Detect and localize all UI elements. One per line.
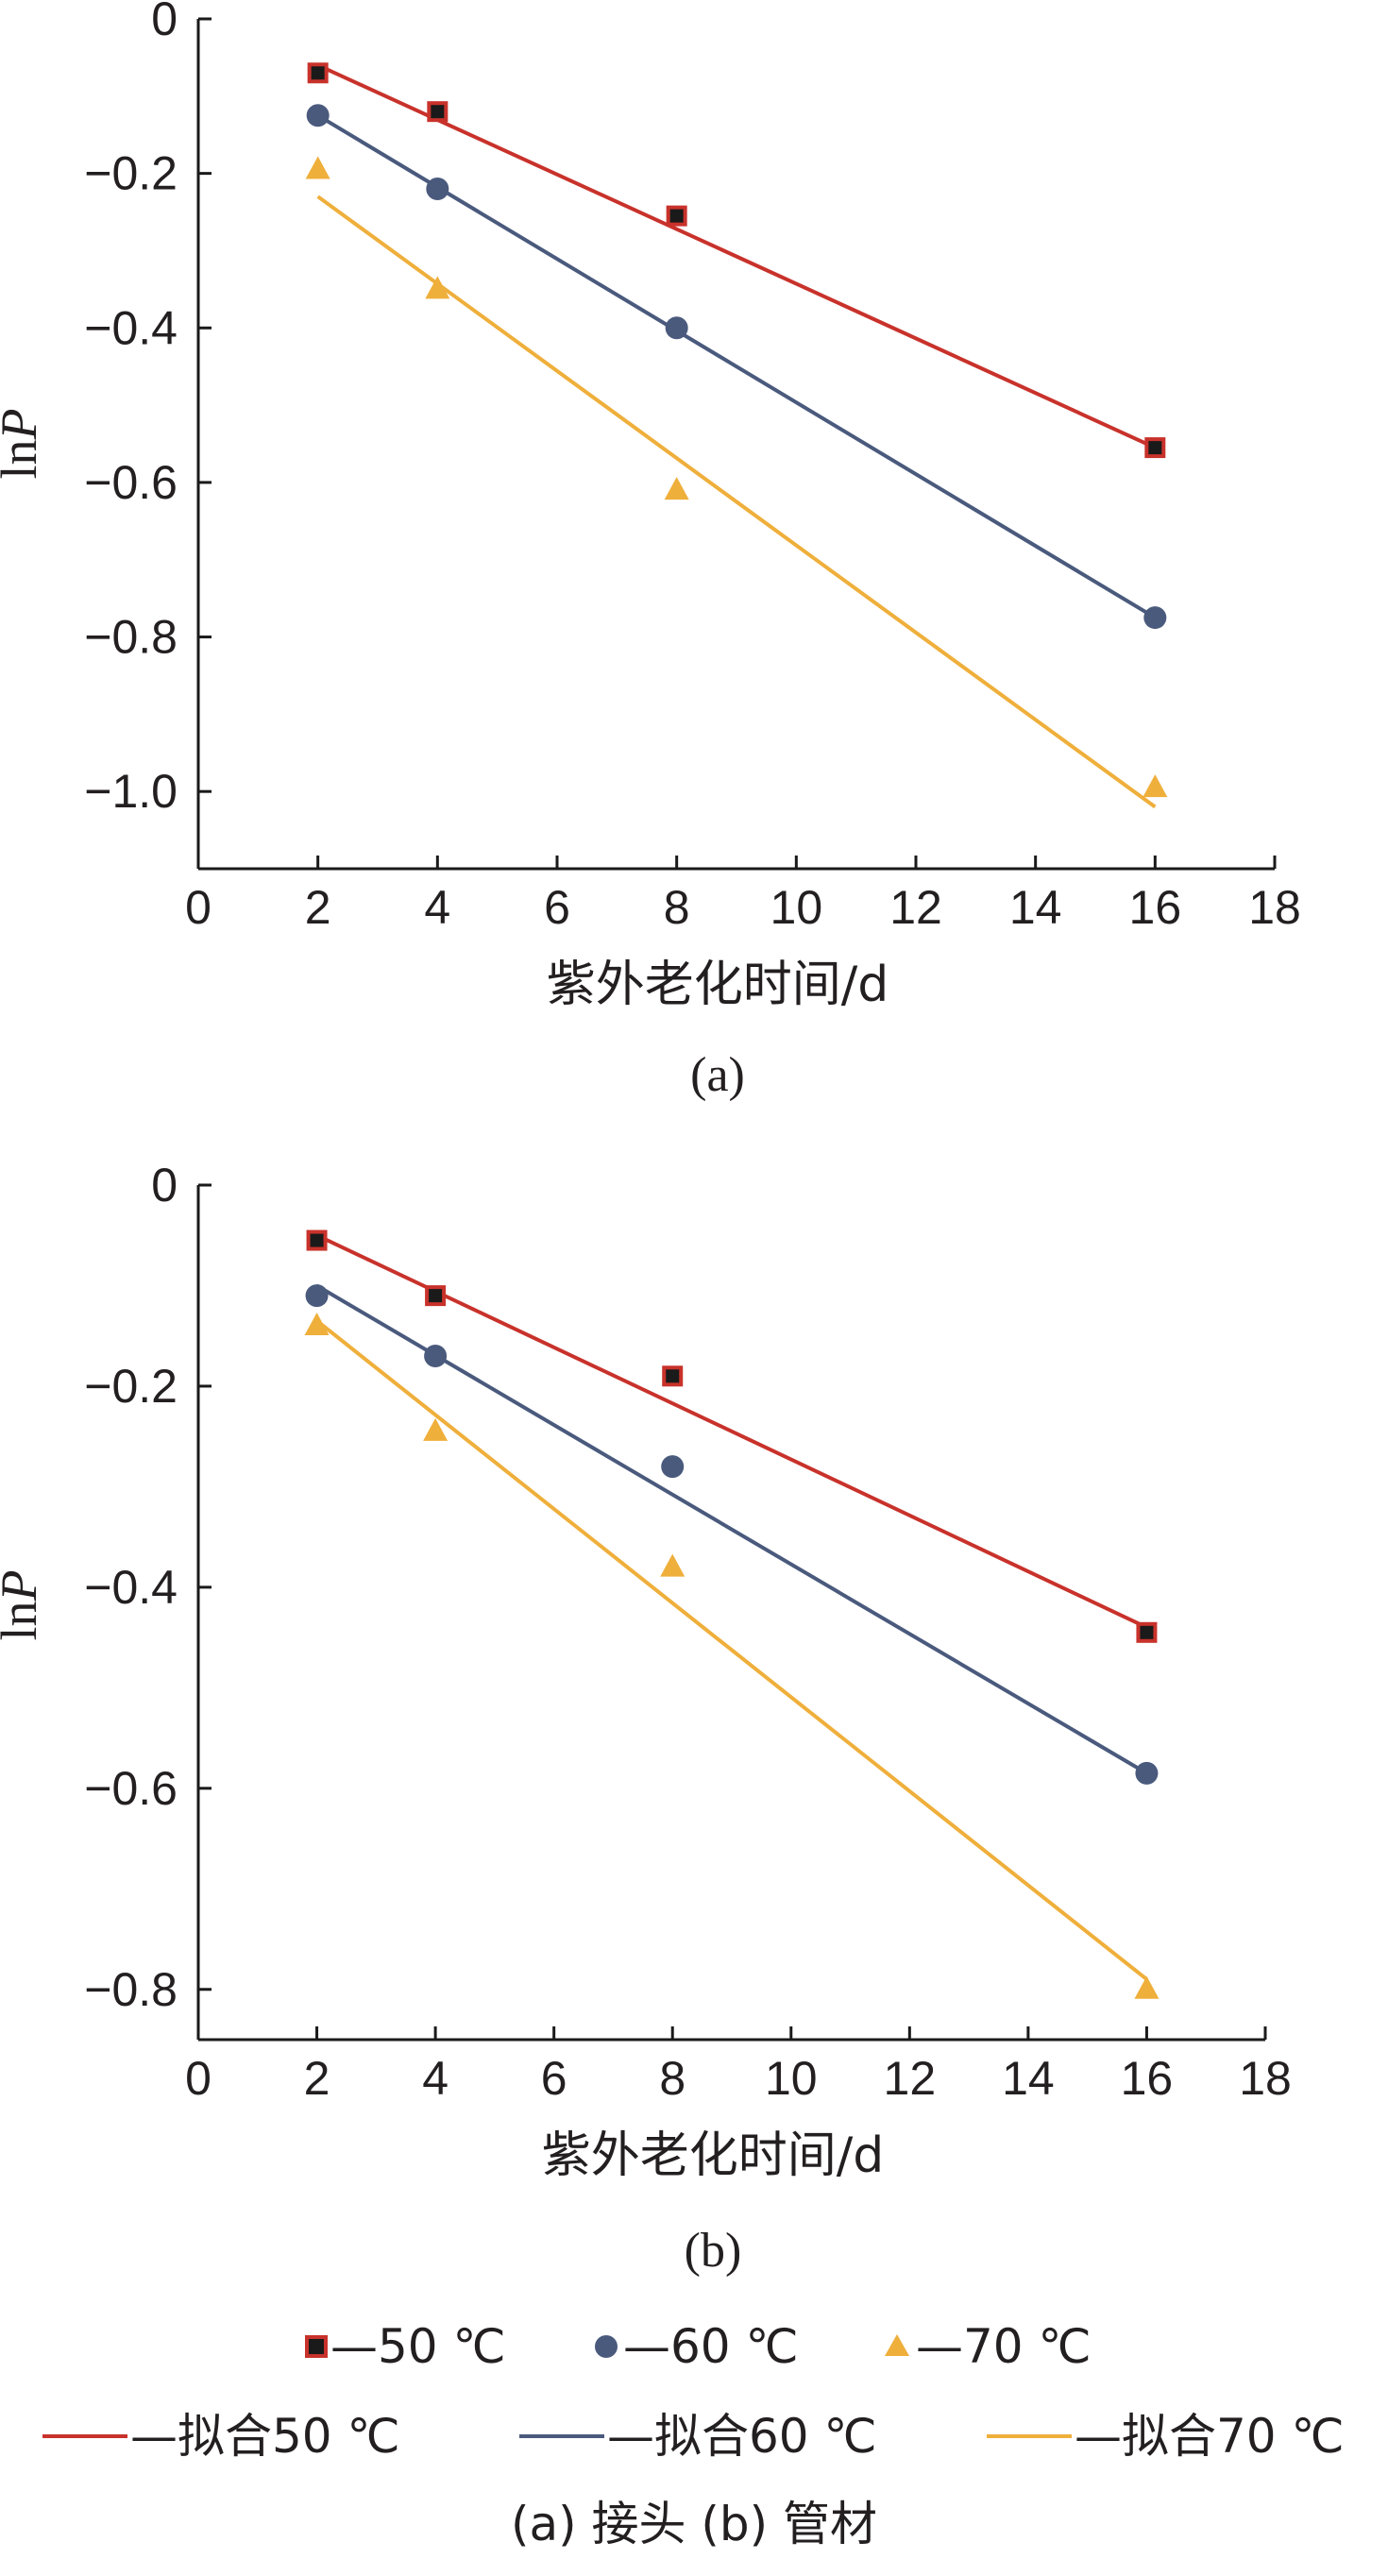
legend-triangle-marker-icon: [885, 2334, 909, 2356]
x-tick-label: 14: [1002, 2052, 1055, 2105]
data-point-square: [427, 101, 449, 123]
x-tick-label: 6: [541, 2052, 567, 2105]
data-point-triangle: [664, 477, 689, 500]
x-tick-label: 8: [659, 2052, 686, 2105]
x-tick-label: 16: [1121, 2052, 1174, 2105]
panel-label: (b): [685, 2224, 742, 2278]
data-point-triangle: [1134, 1975, 1159, 1999]
legend-label-fit-60: —拟合60 ℃: [607, 2409, 877, 2464]
x-tick-label: 12: [884, 2052, 937, 2105]
legend-label-fit-50: —拟合50 ℃: [130, 2409, 400, 2464]
data-point-circle: [1143, 606, 1167, 630]
fit-line: [315, 1319, 1148, 1981]
legend-circle-marker-icon: [595, 2335, 618, 2358]
y-tick-label: −0.8: [84, 611, 178, 664]
x-tick-label: 0: [185, 881, 212, 934]
y-tick-label: −0.2: [84, 1360, 178, 1413]
y-tick-label: −0.8: [84, 1963, 178, 2016]
data-point-triangle: [305, 156, 330, 179]
x-tick-label: 18: [1239, 2052, 1292, 2105]
x-tick-label: 14: [1009, 881, 1062, 934]
x-tick-label: 16: [1129, 881, 1182, 934]
fit-line: [315, 1283, 1148, 1775]
data-point-square: [666, 205, 687, 227]
data-point-triangle: [425, 276, 450, 299]
x-tick-label: 10: [765, 2052, 818, 2105]
data-point-circle: [305, 1284, 329, 1308]
x-tick-label: 18: [1248, 881, 1301, 934]
data-point-square: [306, 1229, 328, 1251]
x-axis-label: 紫外老化时间/d: [547, 957, 889, 1013]
x-tick-label: 12: [889, 881, 942, 934]
data-point-circle: [665, 316, 688, 340]
legend-item-70[interactable]: —70 ℃: [885, 2319, 1092, 2374]
x-tick-label: 4: [424, 881, 450, 934]
data-point-square: [1144, 437, 1166, 459]
data-point-circle: [1135, 1761, 1159, 1785]
y-axis-label: lnP: [0, 1569, 47, 1640]
legend: —50 ℃ —60 ℃ —70 ℃ —拟合50 ℃ —拟合60 ℃ —拟合70 …: [42, 2319, 1345, 2464]
x-tick-label: 8: [664, 881, 690, 934]
y-tick-label: −0.4: [84, 301, 178, 354]
legend-item-fit-70[interactable]: —拟合70 ℃: [987, 2409, 1345, 2464]
legend-item-60[interactable]: —60 ℃: [595, 2319, 799, 2374]
legend-square-marker-icon: [305, 2335, 328, 2358]
legend-label-70: —70 ℃: [916, 2319, 1092, 2374]
data-point-triangle: [1143, 774, 1168, 798]
x-tick-label: 0: [185, 2052, 212, 2105]
y-tick-label: 0: [151, 0, 178, 45]
data-point-square: [1136, 1621, 1158, 1643]
figure-caption: (a) 接头 (b) 管材: [511, 2497, 877, 2551]
data-point-circle: [424, 1345, 448, 1367]
data-point-circle: [306, 104, 330, 127]
y-tick-label: −0.6: [84, 456, 178, 509]
x-tick-label: 2: [305, 881, 331, 934]
x-tick-label: 10: [770, 881, 823, 934]
legend-label-60: —60 ℃: [623, 2319, 799, 2374]
fit-line: [316, 195, 1157, 809]
fit-line: [316, 113, 1157, 619]
data-point-square: [425, 1285, 447, 1307]
panel-label: (a): [690, 1048, 745, 1102]
x-axis-label: 紫外老化时间/d: [542, 2127, 885, 2184]
fit-line: [315, 1233, 1148, 1630]
fit-line: [316, 63, 1157, 449]
panel-a: 0 2 4 6 8 10 12 14 16 18 0 −0.2 −0.4 −0.6 −0.8 −1.0 紫外老化…: [0, 0, 1301, 1102]
y-axis-label: lnP: [0, 408, 47, 479]
x-tick-label: 2: [304, 2052, 330, 2105]
data-point-triangle: [660, 1553, 686, 1577]
data-point-triangle: [423, 1417, 449, 1441]
data-point-circle: [661, 1455, 685, 1479]
data-point-triangle: [304, 1313, 330, 1336]
data-point-square: [662, 1365, 684, 1387]
legend-item-fit-50[interactable]: —拟合50 ℃: [42, 2409, 400, 2464]
y-tick-label: −0.6: [84, 1762, 178, 1815]
y-tick-label: 0: [151, 1159, 178, 1212]
data-point-square: [307, 62, 329, 84]
legend-label-fit-70: —拟合70 ℃: [1075, 2409, 1345, 2464]
legend-item-50[interactable]: —50 ℃: [305, 2319, 506, 2374]
x-tick-label: 6: [544, 881, 570, 934]
legend-item-fit-60[interactable]: —拟合60 ℃: [519, 2409, 877, 2464]
y-tick-label: −0.4: [84, 1561, 178, 1614]
y-tick-label: −1.0: [84, 765, 178, 818]
y-tick-label: −0.2: [84, 147, 178, 200]
data-point-circle: [426, 178, 449, 200]
legend-label-50: —50 ℃: [330, 2319, 506, 2374]
x-tick-label: 4: [422, 2052, 449, 2105]
panel-b: 0 2 4 6 8 10 12 14 16 18 0 −0.2 −0.4 −0.6 −0.8 紫外老化时间/d…: [0, 1159, 1292, 2278]
